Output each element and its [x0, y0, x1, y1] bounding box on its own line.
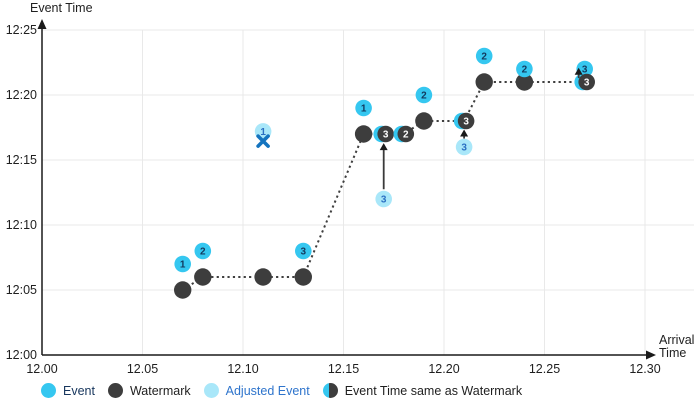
x-tick-label: 12.30 — [629, 362, 660, 376]
event-at-watermark-marker-label: 2 — [403, 130, 409, 141]
y-tick-label: 12:25 — [6, 23, 37, 37]
watermark-marker — [254, 268, 272, 286]
adjusted-event-marker-label: 1 — [260, 127, 266, 138]
event-at-watermark-marker-dark-half — [457, 112, 475, 130]
x-tick-label: 12.05 — [127, 362, 158, 376]
y-axis-title: Event Time — [30, 1, 93, 15]
event-marker — [174, 255, 191, 273]
x-axis-title-line1: Arrival — [659, 333, 695, 347]
event-at-watermark-marker-label: 3 — [463, 117, 469, 128]
x-axis-arrowhead — [646, 350, 656, 360]
event-at-watermark-marker-dark-half — [397, 125, 415, 143]
legend: Event Watermark Adjusted Event Event Time s… — [41, 383, 522, 398]
event-marker-label: 3 — [301, 247, 307, 258]
event_at_watermark-swatch-icon — [322, 383, 338, 398]
adjustment-arrow-head — [574, 67, 583, 75]
event-marker — [415, 86, 433, 104]
x-axis-title: Arrival Time — [659, 334, 694, 360]
legend-item-adjusted: Adjusted Event — [203, 383, 310, 398]
y-tick-label: 12:15 — [6, 153, 37, 167]
watermark-marker — [294, 268, 312, 286]
event-marker — [355, 99, 372, 117]
legend-label-event_at_watermark: Event Time same as Watermark — [344, 383, 523, 398]
adjusted-event-marker — [455, 138, 473, 156]
event-marker — [194, 242, 212, 260]
event-marker-label: 2 — [421, 91, 427, 102]
event-marker-label: 1 — [180, 260, 186, 271]
legend-item-event: Event — [41, 383, 95, 398]
watermark-swatch-icon — [107, 383, 123, 398]
event-marker-label: 2 — [481, 52, 487, 63]
event-marker-label: 2 — [200, 247, 206, 258]
x-tick-label: 12.00 — [26, 362, 57, 376]
legend-item-watermark: Watermark — [107, 383, 191, 398]
adjusted-event-marker-label: 3 — [461, 143, 467, 154]
event-marker — [516, 60, 533, 78]
watermark-marker — [354, 125, 373, 143]
y-tick-label: 12:20 — [6, 88, 37, 102]
x-tick-label: 12.15 — [328, 362, 359, 376]
dropped-event-x-icon — [256, 134, 270, 148]
watermark-marker — [415, 112, 433, 130]
adjusted-event-marker — [375, 190, 393, 208]
event-marker-label: 2 — [522, 65, 528, 76]
legend-label-event: Event — [63, 383, 95, 398]
legend-label-adjusted: Adjusted Event — [225, 383, 310, 398]
event-marker — [475, 47, 493, 65]
adjusted-event-marker-label: 3 — [381, 195, 387, 206]
y-tick-label: 12:05 — [6, 283, 37, 297]
watermark-marker — [515, 73, 534, 91]
watermark-marker — [475, 73, 493, 91]
adjustment-arrow-head — [379, 143, 388, 151]
event-at-watermark-marker-dark-half — [578, 73, 595, 91]
event-at-watermark-marker-label: 3 — [584, 78, 590, 89]
x-tick-label: 12.20 — [428, 362, 459, 376]
event-swatch-icon — [41, 383, 56, 398]
x-tick-label: 12.10 — [227, 362, 258, 376]
adjusted-swatch-icon — [203, 383, 219, 398]
y-tick-label: 12:00 — [6, 348, 37, 362]
event-at-watermark-marker-label: 3 — [383, 130, 389, 141]
adjustment-arrow-head — [460, 129, 469, 137]
y-tick-label: 12:10 — [6, 218, 37, 232]
event-at-watermark-marker-dark-half — [377, 125, 395, 143]
watermark-marker — [174, 281, 192, 299]
event-marker-label: 3 — [582, 65, 588, 76]
event-marker — [295, 242, 312, 260]
y-axis-arrowhead — [37, 19, 47, 29]
x-axis-title-line2: Time — [659, 346, 687, 360]
watermark-marker — [194, 268, 212, 286]
legend-item-event_at_watermark: Event Time same as Watermark — [322, 383, 523, 398]
x-tick-label: 12.25 — [529, 362, 560, 376]
legend-label-watermark: Watermark — [129, 383, 191, 398]
event-marker-label: 1 — [361, 104, 367, 115]
